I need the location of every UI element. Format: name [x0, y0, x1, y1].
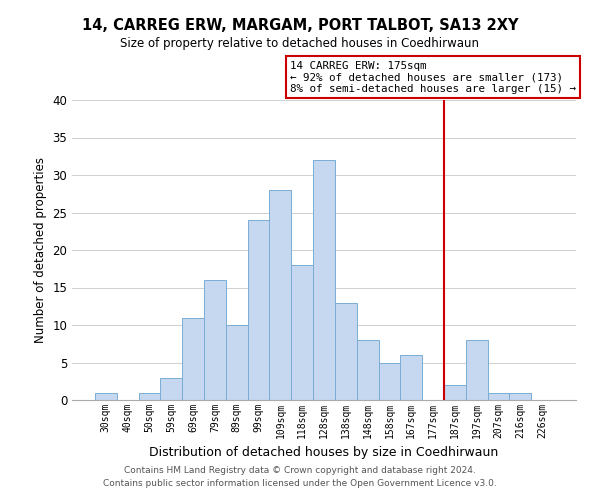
Bar — [400, 355, 422, 400]
Bar — [335, 302, 357, 400]
Bar — [95, 392, 117, 400]
Bar — [488, 392, 509, 400]
Bar — [269, 190, 291, 400]
Bar — [204, 280, 226, 400]
X-axis label: Distribution of detached houses by size in Coedhirwaun: Distribution of detached houses by size … — [149, 446, 499, 460]
Bar — [379, 362, 400, 400]
Text: Contains HM Land Registry data © Crown copyright and database right 2024.
Contai: Contains HM Land Registry data © Crown c… — [103, 466, 497, 487]
Bar — [291, 265, 313, 400]
Bar — [444, 385, 466, 400]
Bar — [139, 392, 160, 400]
Bar — [182, 318, 204, 400]
Bar — [466, 340, 488, 400]
Text: 14 CARREG ERW: 175sqm
← 92% of detached houses are smaller (173)
8% of semi-deta: 14 CARREG ERW: 175sqm ← 92% of detached … — [290, 61, 576, 94]
Text: 14, CARREG ERW, MARGAM, PORT TALBOT, SA13 2XY: 14, CARREG ERW, MARGAM, PORT TALBOT, SA1… — [82, 18, 518, 32]
Bar — [509, 392, 531, 400]
Bar — [160, 378, 182, 400]
Bar — [313, 160, 335, 400]
Bar — [357, 340, 379, 400]
Bar — [226, 325, 248, 400]
Bar — [248, 220, 269, 400]
Text: Size of property relative to detached houses in Coedhirwaun: Size of property relative to detached ho… — [121, 38, 479, 51]
Y-axis label: Number of detached properties: Number of detached properties — [34, 157, 47, 343]
